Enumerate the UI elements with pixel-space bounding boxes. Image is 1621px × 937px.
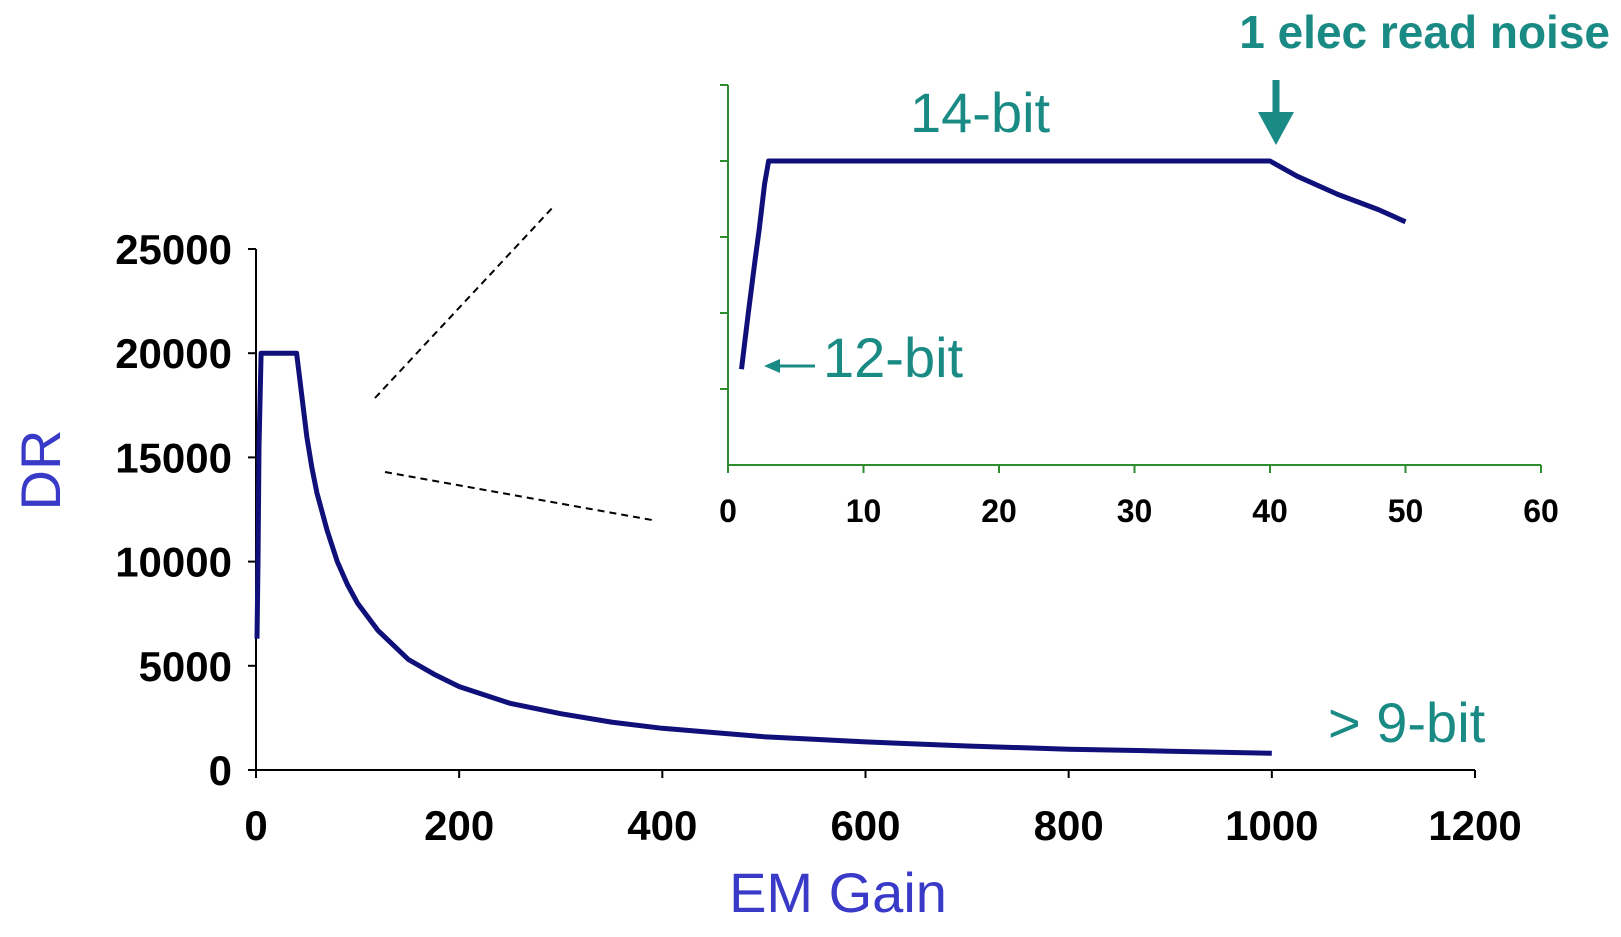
- main-y-tick-label: 25000: [115, 226, 232, 273]
- main-x-tick-labels: 0 200 400 600 800 1000 1200: [244, 802, 1521, 849]
- main-axes: [248, 248, 1476, 778]
- main-x-tick-label: 800: [1034, 802, 1104, 849]
- main-x-tick-label: 600: [830, 802, 900, 849]
- main-y-tick-label: 15000: [115, 434, 232, 481]
- main-x-tick-label: 1200: [1428, 802, 1521, 849]
- arrow-12bit-icon: [764, 359, 815, 373]
- inset-x-tick-label: 10: [846, 493, 882, 529]
- main-y-tick-label: 20000: [115, 330, 232, 377]
- main-y-tick-label: 0: [209, 747, 232, 794]
- zoom-connector-lines: [374, 204, 653, 521]
- inset-x-tick-label: 30: [1117, 493, 1153, 529]
- inset-axes: [720, 84, 1542, 473]
- main-y-tick-label: 10000: [115, 539, 232, 586]
- main-x-tick-label: 0: [244, 802, 267, 849]
- main-x-tick-label: 400: [627, 802, 697, 849]
- main-y-axis-title: DR: [9, 430, 72, 511]
- inset-series: [739, 158, 1407, 370]
- inset-x-tick-label: 40: [1252, 493, 1288, 529]
- main-y-tick-label: 5000: [139, 643, 232, 690]
- inset-annotation-read-noise: 1 elec read noise: [1239, 6, 1610, 58]
- main-x-axis-title: EM Gain: [729, 861, 947, 924]
- main-chart: 0 200 400 600 800 1000 1200 050001000015000200…: [9, 226, 1522, 924]
- inset-x-tick-labels: 0 10 20 30 40 50 60: [719, 493, 1559, 529]
- inset-x-tick-label: 20: [981, 493, 1017, 529]
- zoom-line-lower: [384, 471, 653, 521]
- inset-dr-curve: [739, 158, 1407, 370]
- inset-chart: 0 10 20 30 40 50 60 14-bit 12-bit 1 elec read …: [719, 6, 1610, 529]
- inset-annotation-14bit: 14-bit: [910, 81, 1051, 144]
- main-y-tick-labels: 0 5000 10000 15000 20000 25000: [115, 226, 232, 794]
- inset-x-tick-label: 60: [1523, 493, 1559, 529]
- inset-x-tick-label: 50: [1388, 493, 1424, 529]
- inset-x-tick-label: 0: [719, 493, 737, 529]
- main-dr-curve: [254, 350, 1272, 756]
- arrow-read-noise-icon: [1258, 80, 1294, 145]
- main-series: [254, 350, 1272, 756]
- main-x-tick-label: 200: [424, 802, 494, 849]
- zoom-line-upper: [374, 204, 556, 399]
- inset-annotation-12bit: 12-bit: [823, 326, 964, 389]
- main-x-tick-label: 1000: [1225, 802, 1318, 849]
- main-annotation-9bit: > 9-bit: [1328, 691, 1486, 754]
